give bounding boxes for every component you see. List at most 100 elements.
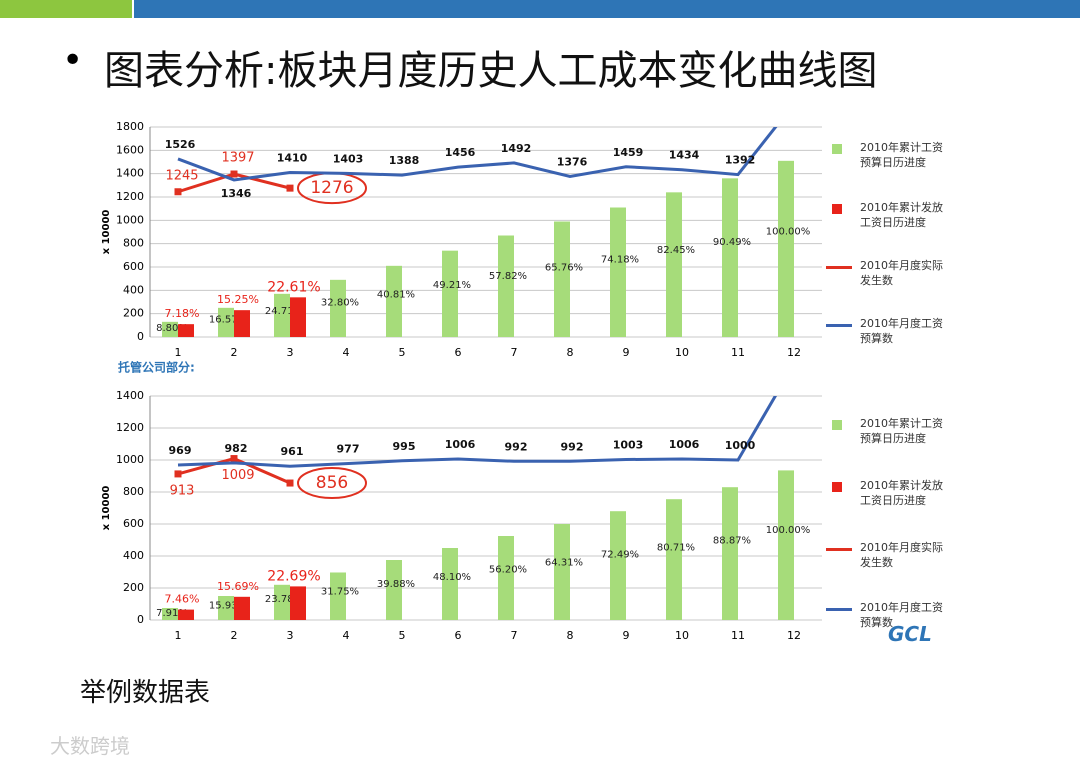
x-tick-label: 12: [787, 346, 801, 359]
percent-label: 39.88%: [377, 579, 415, 590]
legend-swatch: [832, 420, 842, 430]
data-label: 1003: [613, 439, 644, 452]
x-tick-label: 9: [623, 346, 630, 359]
chart-subtitle: 托管公司部分:: [118, 360, 195, 375]
data-label: 992: [561, 440, 584, 453]
bar: [234, 310, 250, 337]
line-marker: [230, 455, 238, 463]
data-label: 1410: [277, 152, 308, 165]
data-label: 1397: [221, 151, 254, 166]
bar: [290, 586, 306, 620]
y-tick-label: 800: [123, 485, 144, 498]
legend-swatch: [832, 482, 842, 492]
bar: [274, 584, 290, 620]
bar: [218, 307, 234, 337]
data-label: 1492: [501, 142, 532, 155]
y-tick-label: 200: [123, 581, 144, 594]
legend-swatch: [832, 144, 842, 154]
legend-swatch: [826, 324, 852, 327]
data-label: 1459: [613, 146, 644, 159]
legend-swatch: [832, 204, 842, 214]
legend-entry: 2010年月度工资预算数: [826, 316, 950, 346]
x-tick-label: 8: [567, 629, 574, 642]
y-tick-label: 600: [123, 517, 144, 530]
bar: [498, 235, 514, 337]
slide-title: 图表分析:板块月度历史人工成本变化曲线图: [104, 48, 878, 94]
percent-label: 15.69%: [217, 580, 259, 593]
data-label: 1376: [557, 155, 588, 168]
data-label: 1009: [221, 468, 254, 483]
x-tick-label: 3: [287, 629, 294, 642]
y-tick-label: 600: [123, 260, 144, 273]
bar: [218, 596, 234, 620]
data-label: 913: [170, 483, 195, 498]
x-tick-label: 8: [567, 346, 574, 359]
data-label: 1006: [669, 438, 700, 451]
x-tick-label: 3: [287, 346, 294, 359]
percent-label: 64.31%: [545, 557, 583, 568]
line-marker: [286, 479, 294, 487]
legend-entry: 2010年累计发放工资日历进度: [832, 478, 950, 508]
y-tick-label: 200: [123, 307, 144, 320]
data-label: 961: [281, 445, 304, 458]
data-label: 1456: [445, 146, 476, 159]
bar: [178, 324, 194, 337]
bar: [178, 609, 194, 620]
bar: [554, 221, 570, 337]
percent-label: 7.91%: [156, 608, 188, 619]
percent-label: 40.81%: [377, 289, 415, 300]
bar: [330, 279, 346, 337]
legend-entry: 2010年累计发放工资日历进度: [832, 200, 950, 230]
x-tick-label: 6: [455, 629, 462, 642]
x-tick-label: 11: [731, 629, 745, 642]
bullet: •: [62, 40, 84, 81]
y-tick-label: 0: [137, 613, 144, 626]
data-label: 1000: [725, 439, 756, 452]
data-label: 1346: [221, 187, 252, 200]
x-tick-label: 5: [399, 629, 406, 642]
percent-label: 80.71%: [657, 543, 695, 554]
x-tick-label: 6: [455, 346, 462, 359]
percent-label: 65.76%: [545, 263, 583, 274]
percent-label: 15.93%: [209, 601, 247, 612]
bar: [610, 511, 626, 620]
bar: [162, 608, 178, 620]
line: [177, 396, 778, 468]
percent-label: 24.71%: [265, 306, 303, 317]
bar: [330, 572, 346, 620]
y-tick-label: 1000: [116, 213, 144, 226]
y-tick-label: 0: [137, 330, 144, 343]
data-label: 992: [505, 440, 528, 453]
line-marker: [174, 470, 182, 478]
bar: [722, 178, 738, 337]
legend-entry: 2010年月度实际发生数: [826, 258, 950, 288]
legend-swatch: [826, 548, 852, 551]
data-label: 995: [393, 440, 416, 453]
bar: [554, 524, 570, 620]
bar: [722, 487, 738, 620]
percent-label: 32.80%: [321, 298, 359, 309]
legend-swatch: [826, 608, 852, 611]
bar: [442, 548, 458, 620]
x-tick-label: 10: [675, 629, 689, 642]
legend-entry: 2010年累计工资预算日历进度: [832, 140, 950, 170]
data-label: 977: [337, 443, 360, 456]
y-tick-label: 800: [123, 237, 144, 250]
data-label: 982: [225, 442, 248, 455]
y-tick-label: 1800: [116, 120, 144, 133]
percent-label: 48.10%: [433, 572, 471, 583]
percent-label: 23.78%: [265, 594, 303, 605]
x-tick-label: 12: [787, 629, 801, 642]
percent-label: 56.20%: [489, 565, 527, 576]
data-label: 1403: [333, 152, 364, 165]
data-label: 1276: [310, 178, 353, 198]
bar: [442, 250, 458, 337]
bar: [386, 560, 402, 620]
bar: [234, 596, 250, 620]
highlight-circle: [297, 467, 367, 500]
percent-label: 57.82%: [489, 271, 527, 282]
percent-label: 15.25%: [217, 293, 259, 306]
percent-label: 31.75%: [321, 586, 359, 597]
watermark: 大数跨境: [50, 734, 130, 758]
